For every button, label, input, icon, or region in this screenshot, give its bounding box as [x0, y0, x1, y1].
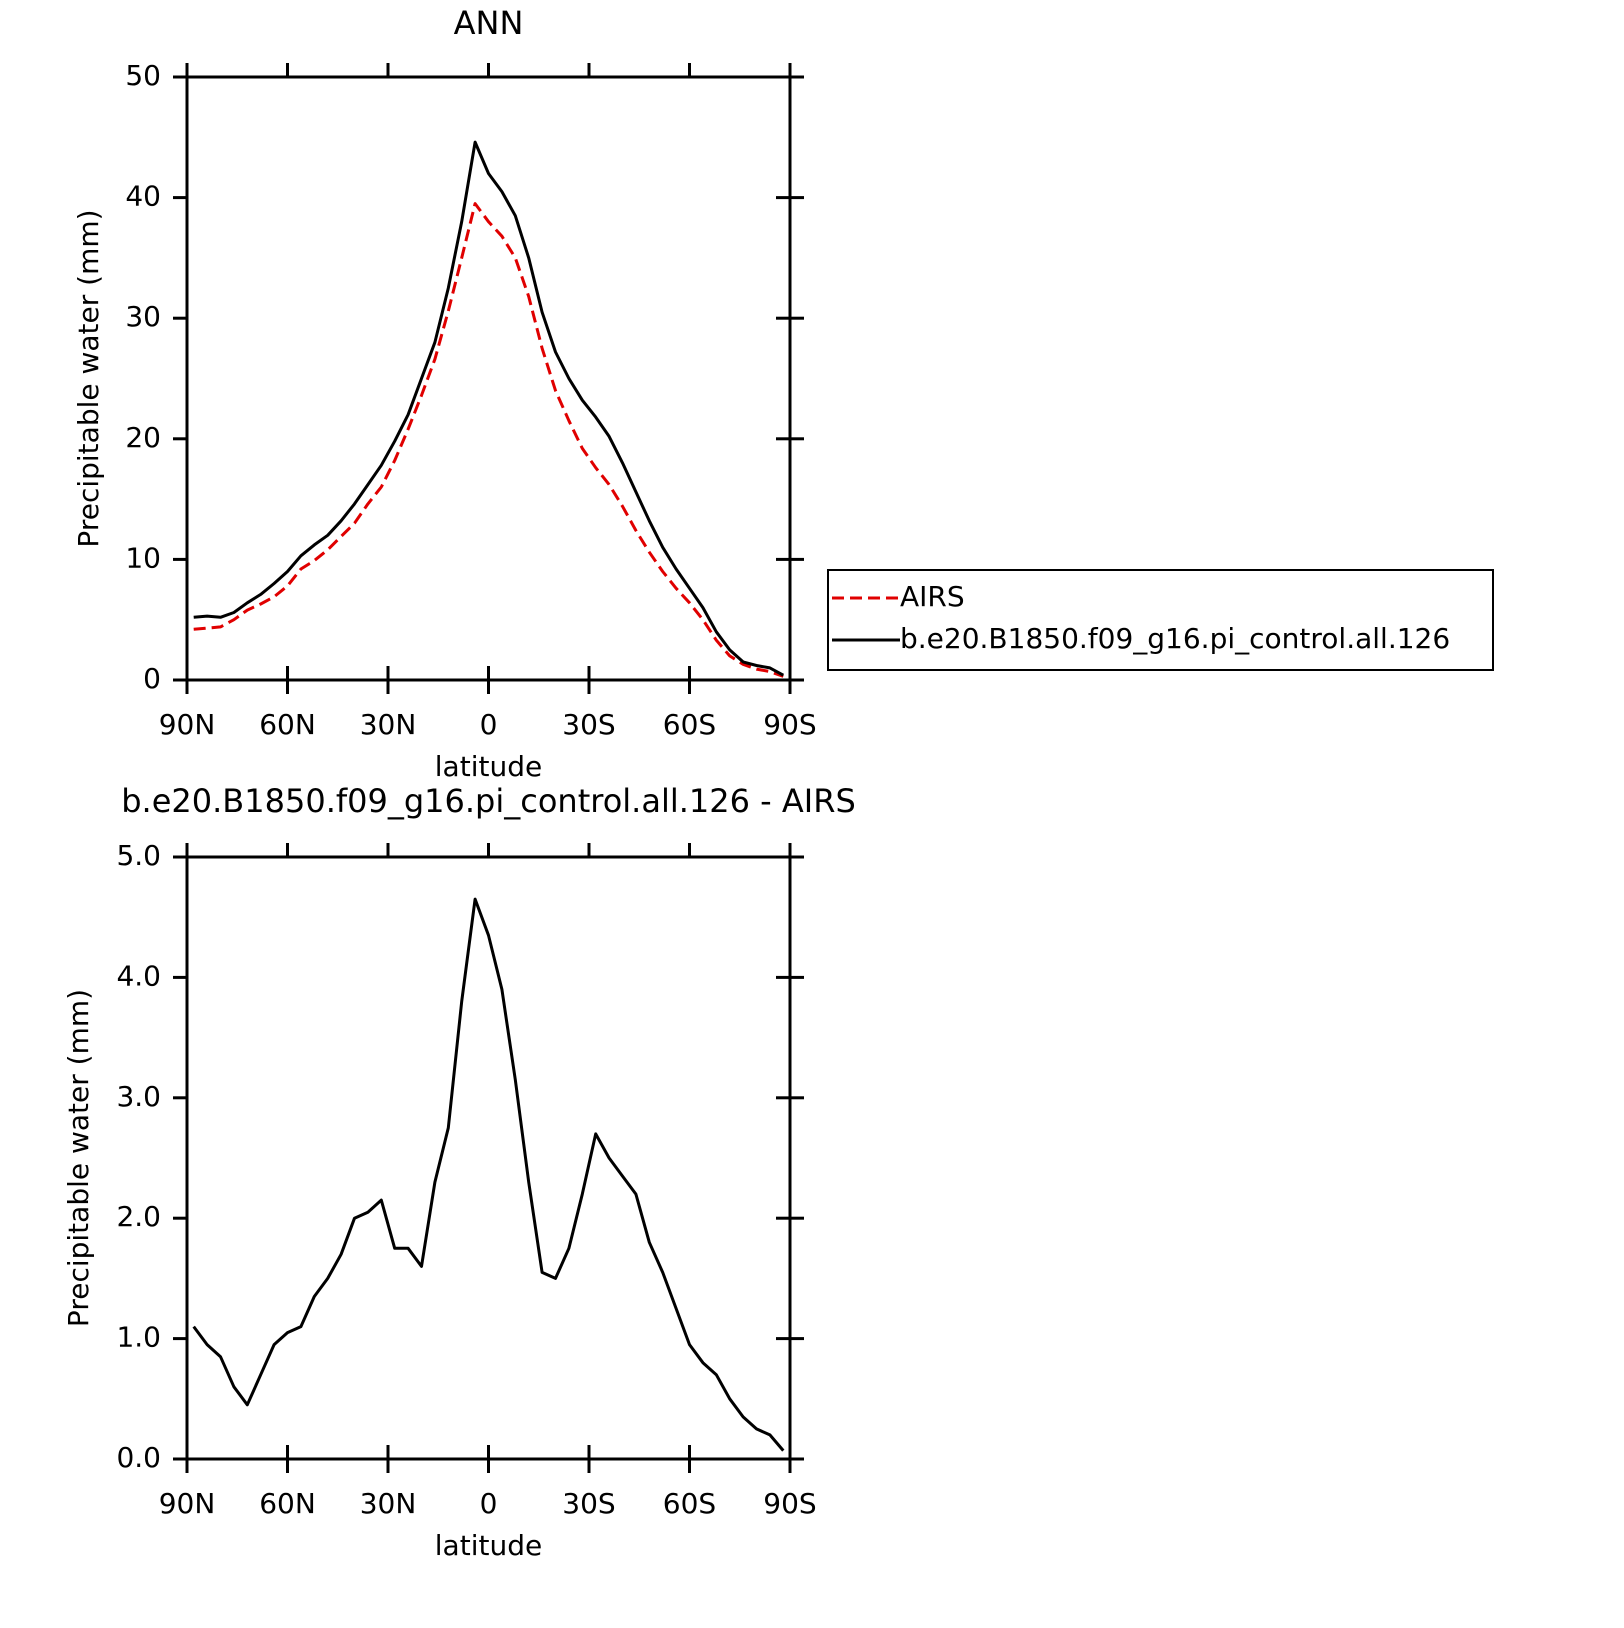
y-tick-label: 40: [125, 180, 161, 213]
x-axis-label: latitude: [435, 750, 542, 783]
y-tick-label: 0: [143, 662, 161, 695]
x-axis-label: latitude: [435, 1529, 542, 1562]
plot-frame: [185, 855, 792, 1461]
legend-label: b.e20.B1850.f09_g16.pi_control.all.126: [900, 622, 1450, 655]
y-tick-label: 1.0: [116, 1321, 161, 1354]
x-tick-label: 60S: [663, 1487, 716, 1520]
y-tick-label: 10: [125, 541, 161, 574]
y-tick-label: 2.0: [116, 1200, 161, 1233]
line: [193, 202, 784, 678]
line: [193, 140, 785, 677]
y-axis-label: Precipitable water (mm): [72, 209, 105, 547]
line: [192, 897, 785, 1452]
chart-title: b.e20.B1850.f09_g16.pi_control.all.126 -…: [121, 782, 856, 820]
x-tick-label: 60N: [259, 708, 316, 741]
x-tick-label: 60N: [259, 1487, 316, 1520]
y-tick-label: 20: [125, 421, 161, 454]
legend-label: AIRS: [900, 580, 965, 613]
y-tick-label: 4.0: [116, 959, 161, 992]
y-tick-label: 30: [125, 300, 161, 333]
y-axis-label: Precipitable water (mm): [62, 989, 95, 1327]
y-tick-label: 5.0: [116, 839, 161, 872]
x-tick-label: 60S: [663, 708, 716, 741]
x-tick-label: 30N: [360, 708, 417, 741]
x-tick-label: 90S: [763, 1487, 816, 1520]
plot-frame: [185, 75, 792, 682]
x-tick-label: 30S: [562, 1487, 615, 1520]
y-tick-label: 50: [125, 59, 161, 92]
legend-box: [827, 569, 1494, 671]
x-tick-label: 30S: [562, 708, 615, 741]
y-tick-label: 3.0: [116, 1080, 161, 1113]
x-tick-label: 90N: [159, 708, 216, 741]
x-tick-label: 0: [480, 708, 498, 741]
x-tick-label: 0: [480, 1487, 498, 1520]
chart-title: ANN: [454, 4, 524, 42]
x-tick-label: 90S: [763, 708, 816, 741]
x-tick-label: 30N: [360, 1487, 417, 1520]
y-tick-label: 0.0: [116, 1441, 161, 1474]
x-tick-label: 90N: [159, 1487, 216, 1520]
